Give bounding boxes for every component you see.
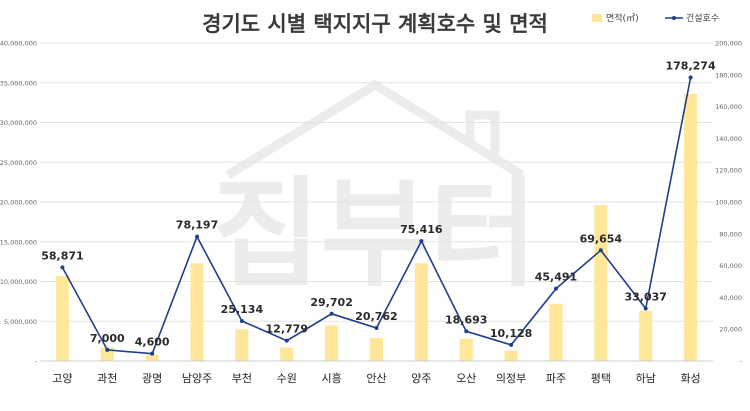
bar: [684, 93, 698, 361]
data-label: 58,871: [41, 249, 83, 262]
y-left-tick-label: 40,000,000: [0, 40, 37, 48]
data-label: 29,702: [310, 296, 352, 309]
line-point: [374, 325, 379, 330]
bar-series: [55, 93, 698, 361]
line-points: [60, 75, 693, 356]
x-tick-label: 시흥: [322, 371, 342, 385]
y-left-tick-label: 20,000,000: [0, 199, 37, 207]
line-point: [643, 306, 648, 311]
line-point: [150, 351, 155, 356]
data-label: 10,128: [490, 327, 532, 340]
x-tick-label: 의정부: [496, 372, 526, 385]
x-tick-label: 파주: [546, 372, 566, 385]
y-right-tick-label: -: [740, 358, 743, 366]
line-point: [329, 311, 334, 316]
x-tick-label: 광명: [142, 372, 162, 385]
x-tick-label: 하남: [636, 371, 656, 385]
line-point: [598, 248, 603, 253]
x-axis: 고양 과천 광명 남양주 부천 수원 시흥 안산 양주 오산 의정부 파주 평택 하남 화성: [52, 371, 700, 385]
chart-title: 경기도 시별 택지지구 계획호수 및 면적: [202, 12, 548, 36]
x-tick-label: 양주: [411, 372, 431, 385]
line-point: [239, 319, 244, 324]
bar: [325, 325, 339, 361]
y-left-tick-label: 10,000,000: [0, 278, 37, 286]
y-right-tick-label: 60,000: [719, 262, 742, 270]
y-left-tick-label: 25,000,000: [0, 159, 37, 167]
line-point: [688, 75, 693, 80]
data-label: 25,134: [221, 303, 264, 316]
legend-line-marker: [672, 16, 676, 20]
line-point: [60, 265, 65, 270]
x-tick-label: 오산: [456, 372, 476, 385]
y-left-tick-label: -: [35, 358, 38, 366]
data-label: 78,197: [176, 219, 218, 232]
data-label: 178,274: [666, 60, 716, 73]
legend-bar-label: 면적(㎡): [606, 12, 639, 24]
y-left-tick-label: 35,000,000: [0, 79, 37, 87]
x-tick-label: 과천: [97, 371, 117, 385]
y-left-tick-label: 5,000,000: [4, 318, 37, 326]
bar: [190, 263, 204, 361]
x-tick-label: 수원: [277, 372, 297, 385]
x-tick-label: 안산: [366, 372, 386, 385]
y-right-tick-label: 200,000: [715, 40, 742, 48]
bar: [235, 329, 249, 361]
y-right-tick-label: 20,000: [719, 326, 742, 334]
bar: [370, 337, 383, 361]
x-tick-label: 남양주: [182, 372, 212, 385]
y-left-tick-label: 30,000,000: [0, 119, 37, 127]
line-point: [105, 347, 110, 352]
y-right-tick-label: 120,000: [715, 167, 742, 175]
y-right-tick-label: 40,000: [719, 294, 742, 302]
line-point: [195, 234, 200, 239]
data-label: 45,491: [535, 271, 577, 284]
watermark: 집부터: [212, 79, 538, 303]
legend: 면적(㎡) 건설호수: [592, 12, 719, 24]
data-label: 12,779: [266, 323, 308, 336]
data-label: 69,654: [580, 232, 623, 245]
legend-bar-swatch: [592, 14, 602, 22]
gridlines: [40, 42, 713, 322]
x-tick-label: 평택: [591, 372, 611, 385]
x-tick-label: 고양: [52, 372, 72, 385]
data-label: 20,762: [355, 310, 397, 323]
line-point: [284, 338, 289, 343]
data-label: 18,693: [445, 313, 487, 326]
data-label: 75,416: [400, 223, 443, 236]
x-tick-label: 화성: [680, 372, 700, 385]
line-point: [509, 342, 514, 347]
data-label: 4,600: [135, 336, 170, 349]
line-point: [464, 329, 469, 334]
y-right-tick-label: 100,000: [715, 199, 742, 207]
y-right-tick-label: 140,000: [715, 135, 742, 143]
bar: [549, 303, 563, 361]
bar: [639, 310, 653, 361]
y-right-tick-label: 180,000: [715, 71, 742, 79]
bar: [594, 205, 608, 361]
bar: [145, 354, 159, 361]
x-tick-label: 부천: [232, 371, 252, 385]
data-label: 33,037: [624, 290, 666, 303]
bar: [504, 350, 518, 361]
bar: [280, 347, 294, 361]
y-right-tick-label: 160,000: [715, 103, 742, 111]
legend-line-label: 건설호수: [686, 13, 719, 24]
y-right-tick-label: 80,000: [719, 230, 742, 238]
y-left-tick-label: 15,000,000: [0, 238, 37, 246]
watermark-house-icon: [225, 79, 525, 179]
y-axis-left: - 5,000,000 10,000,000 15,000,000 20,000,000…: [0, 40, 38, 366]
bar: [414, 263, 428, 361]
data-label: 7,000: [90, 332, 125, 345]
line-point: [419, 239, 424, 244]
bar: [459, 338, 473, 361]
line-point: [553, 286, 558, 291]
watermark-text: 집부터: [212, 165, 538, 303]
y-axis-right: - 20,000 40,000 60,000 80,000 100,000 120,000 1…: [715, 40, 743, 366]
bar: [55, 275, 69, 361]
